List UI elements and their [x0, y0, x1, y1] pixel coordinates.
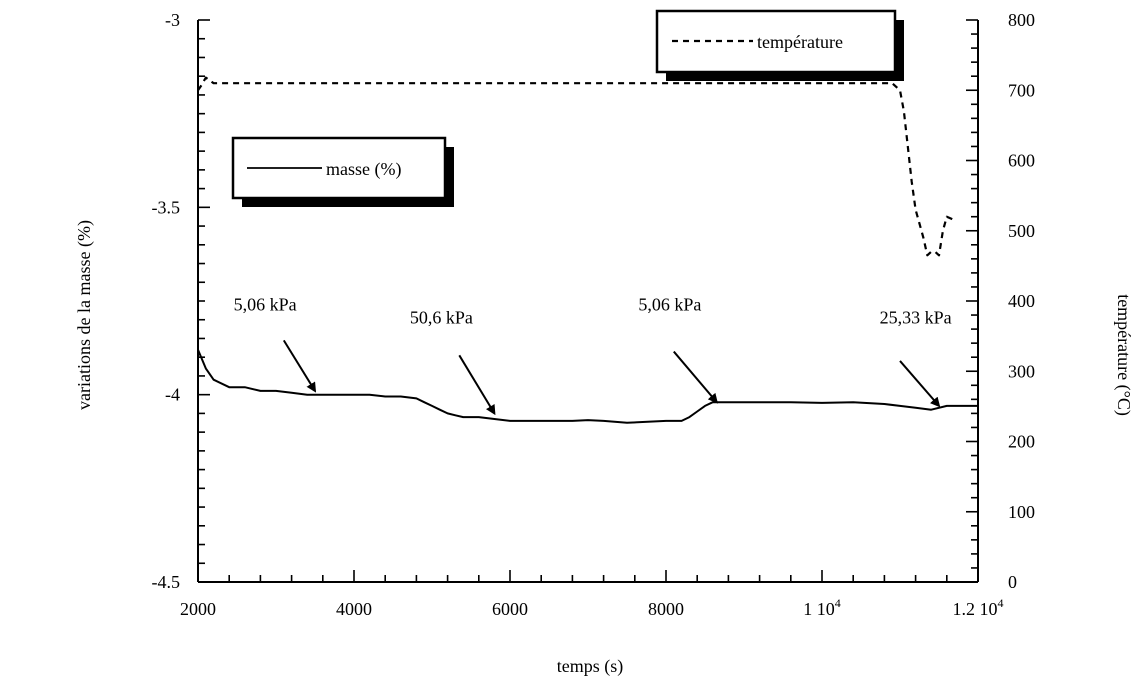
annotation-arrow: [458, 354, 496, 416]
legend-temperature-label: température: [757, 32, 843, 52]
annotation-arrow: [899, 360, 941, 408]
series-group: [197, 76, 978, 424]
legend-temperature: température: [655, 9, 904, 81]
x-tick-label: 1 104: [803, 596, 841, 619]
annotations-group: 5,06 kPa 50,6 kPa 5,06 kPa 25,33 kPa: [234, 294, 952, 416]
series-temperature-line: [197, 76, 956, 257]
y-left-tick-label: -3: [165, 10, 180, 30]
y-right-tick-label: 500: [1008, 221, 1035, 241]
x-tick-label: 4000: [336, 599, 372, 619]
y-left-tick-label: -4: [165, 385, 180, 405]
x-tick-label: 8000: [648, 599, 684, 619]
y-right-tick-label: 600: [1008, 151, 1035, 171]
y-right-tick-label: 400: [1008, 291, 1035, 311]
x-tick-label: 2000: [180, 599, 216, 619]
annotation-label: 50,6 kPa: [410, 307, 473, 327]
y-right-tick-label: 800: [1008, 10, 1035, 30]
plot-frame-group: [197, 20, 979, 583]
ticks-group: 2000 4000 6000 8000 1 104 1.2 104-3-3.5-4-4.5…: [152, 10, 1036, 619]
x-tick-label: 6000: [492, 599, 528, 619]
annotation-label: 5,06 kPa: [638, 294, 701, 314]
y-right-tick-label: 200: [1008, 432, 1035, 452]
x-axis-title: temps (s): [557, 656, 624, 677]
y-axis-right-title: température (°C): [1113, 294, 1134, 416]
annotation-arrow: [673, 350, 718, 404]
annotation-label: 25,33 kPa: [880, 307, 952, 327]
annotation-arrow: [282, 339, 317, 393]
y-right-tick-label: 700: [1008, 80, 1035, 100]
y-right-tick-label: 300: [1008, 361, 1035, 381]
x-tick-label: 1.2 104: [953, 596, 1004, 619]
legend-masse-label: masse (%): [326, 159, 401, 180]
series-masse-line: [197, 349, 978, 424]
y-right-tick-label: 100: [1008, 502, 1035, 522]
y-right-tick-label: 0: [1008, 572, 1017, 592]
y-left-tick-label: -3.5: [152, 197, 181, 217]
y-axis-left-title: variations de la masse (%): [74, 220, 95, 410]
annotation-label: 5,06 kPa: [234, 294, 297, 314]
legend-masse: masse (%): [231, 136, 454, 207]
y-left-tick-label: -4.5: [152, 572, 181, 592]
